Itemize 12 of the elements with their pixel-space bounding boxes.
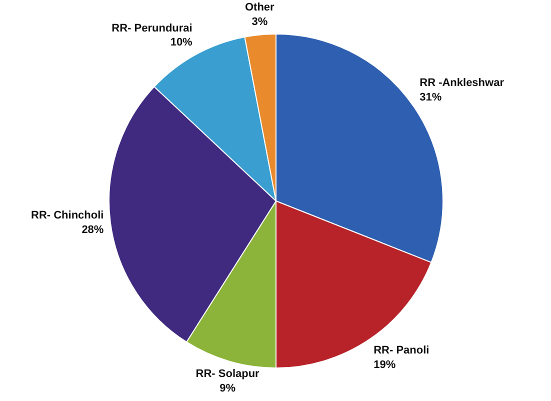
- slice-label: Other: [244, 2, 276, 14]
- slice-label: RR- Panoli: [374, 344, 430, 357]
- data-label: 3%: [252, 16, 268, 28]
- slice-label: RR- Solapur: [196, 368, 260, 380]
- data-label: 19%: [374, 359, 396, 372]
- data-label: 31%: [420, 91, 442, 104]
- data-label: 9%: [220, 382, 236, 394]
- data-label: 10%: [170, 36, 193, 49]
- slice-label: RR- Chincholi: [31, 210, 104, 222]
- data-label: 28%: [82, 224, 104, 236]
- slice-label: RR- Perundurai: [112, 22, 192, 34]
- slice-label: RR -Ankleshwar: [420, 76, 505, 89]
